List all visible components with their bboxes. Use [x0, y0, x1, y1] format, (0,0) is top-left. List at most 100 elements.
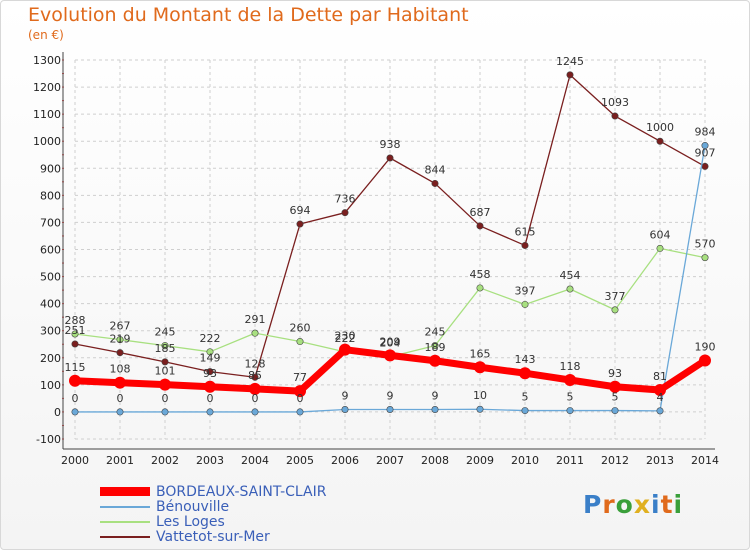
data-label: 0: [72, 392, 79, 405]
data-label: 5: [567, 391, 574, 404]
data-label: 844: [425, 163, 446, 176]
data-point: [521, 241, 529, 249]
data-label: 143: [515, 353, 536, 366]
data-label: 397: [515, 284, 536, 297]
data-label: 694: [290, 204, 311, 217]
data-point: [161, 342, 169, 350]
data-point: [296, 338, 304, 346]
data-point: [701, 254, 709, 262]
data-point: [296, 220, 304, 228]
y-tick-label: 100: [40, 379, 61, 392]
data-point: [71, 340, 79, 348]
data-point: [339, 343, 351, 356]
series-lines: [69, 71, 711, 416]
data-point: [654, 384, 666, 397]
data-label: 1000: [646, 121, 674, 134]
data-point: [116, 336, 124, 344]
data-point: [159, 378, 171, 391]
logo-letter: i: [673, 490, 684, 519]
data-point: [386, 154, 394, 162]
data-label: 230: [335, 330, 356, 343]
data-point: [656, 407, 664, 415]
data-point: [161, 408, 169, 416]
legend-swatch: [100, 535, 150, 538]
data-label: 0: [117, 392, 124, 405]
data-label: 288: [65, 314, 86, 327]
data-point: [476, 405, 484, 413]
y-tick-label: 200: [40, 352, 61, 365]
data-label: 1245: [556, 55, 584, 68]
y-tick-label: 500: [40, 271, 61, 284]
x-tick-label: 2011: [556, 454, 584, 467]
logo-letter: t: [660, 490, 674, 519]
data-point: [341, 405, 349, 413]
data-label: 0: [297, 392, 304, 405]
data-label: 377: [605, 290, 626, 303]
data-point: [656, 137, 664, 145]
data-label: 907: [695, 146, 716, 159]
data-label: 185: [155, 342, 176, 355]
data-point: [431, 179, 439, 187]
logo-letter: x: [633, 490, 651, 519]
x-tick-label: 2013: [646, 454, 674, 467]
data-label: 615: [515, 225, 536, 238]
proxiti-logo: Proxiti: [583, 490, 683, 519]
data-point: [656, 244, 664, 252]
y-tick-label: 1300: [33, 54, 61, 67]
x-tick-label: 2007: [376, 454, 404, 467]
data-point: [116, 349, 124, 357]
x-tick-label: 2010: [511, 454, 539, 467]
x-tick-label: 2000: [61, 454, 89, 467]
data-label: 938: [380, 138, 401, 151]
data-label: 10: [473, 389, 487, 402]
data-point: [474, 361, 486, 374]
data-label: 9: [387, 389, 394, 402]
data-label: 604: [650, 228, 671, 241]
data-point: [431, 405, 439, 413]
data-label: 984: [695, 126, 716, 139]
legend-item: Les Loges: [100, 514, 326, 530]
y-tick-label: 900: [40, 162, 61, 175]
y-tick-label: 700: [40, 216, 61, 229]
data-label: 209: [380, 335, 401, 348]
data-label: 190: [695, 340, 716, 353]
x-tick-label: 2001: [106, 454, 134, 467]
data-point: [566, 407, 574, 415]
data-point: [296, 408, 304, 416]
data-point: [519, 367, 531, 380]
data-point: [69, 374, 81, 387]
data-label: 1093: [601, 96, 629, 109]
data-point: [251, 408, 259, 416]
x-tick-label: 2012: [601, 454, 629, 467]
data-label: 4: [657, 391, 664, 404]
line-chart: -100010020030040050060070080090010001100…: [33, 52, 719, 467]
data-label: 219: [110, 333, 131, 346]
legend-swatch: [100, 505, 150, 508]
legend-item: BORDEAUX-SAINT-CLAIR: [100, 484, 326, 500]
data-label: 245: [425, 326, 446, 339]
data-label: 9: [432, 389, 439, 402]
data-label: 9: [342, 389, 349, 402]
data-point: [521, 407, 529, 415]
data-label: 93: [203, 367, 217, 380]
axes: -100010020030040050060070080090010001100…: [33, 52, 719, 467]
data-point: [249, 382, 261, 395]
y-tick-label: 800: [40, 189, 61, 202]
data-label: 0: [162, 392, 169, 405]
data-point: [294, 385, 306, 398]
data-point: [476, 222, 484, 230]
y-tick-label: 0: [54, 406, 61, 419]
legend-label: Vattetot-sur-Mer: [156, 528, 270, 545]
chart-title: Evolution du Montant de la Dette par Hab…: [28, 4, 469, 26]
data-point: [116, 408, 124, 416]
data-point: [384, 349, 396, 362]
x-tick-label: 2005: [286, 454, 314, 467]
data-label: 85: [248, 369, 262, 382]
data-label: 204: [380, 337, 401, 350]
data-point: [114, 376, 126, 389]
y-tick-label: 400: [40, 298, 61, 311]
data-label: 101: [155, 365, 176, 378]
x-tick-label: 2004: [241, 454, 269, 467]
